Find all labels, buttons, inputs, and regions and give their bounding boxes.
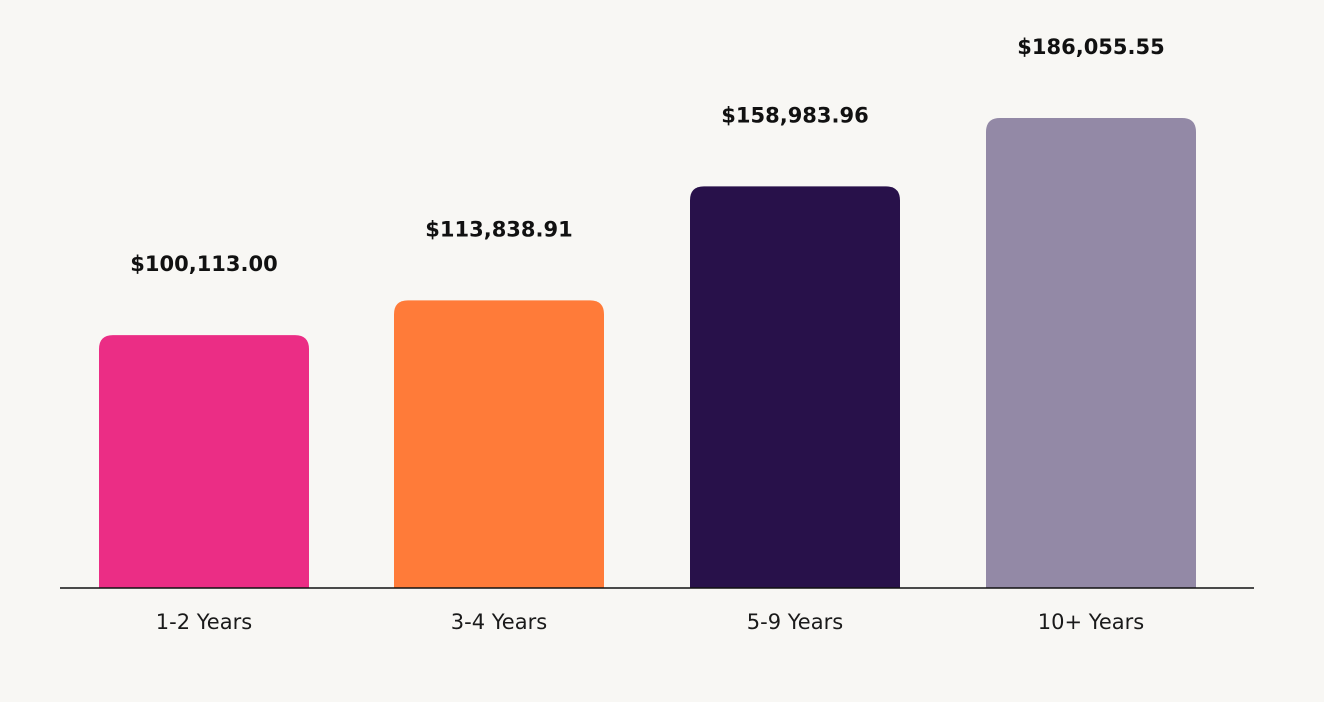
- bar: [99, 335, 309, 588]
- value-label: $113,838.91: [425, 217, 572, 241]
- x-tick-label: 3-4 Years: [451, 610, 547, 634]
- bar: [690, 186, 900, 588]
- value-label: $158,983.96: [721, 103, 868, 127]
- value-label: $100,113.00: [130, 252, 277, 276]
- x-tick-label: 5-9 Years: [747, 610, 843, 634]
- x-tick-label: 10+ Years: [1038, 610, 1144, 634]
- value-label: $186,055.55: [1017, 35, 1164, 59]
- bar: [394, 300, 604, 588]
- bar: [986, 118, 1196, 588]
- x-tick-label: 1-2 Years: [156, 610, 252, 634]
